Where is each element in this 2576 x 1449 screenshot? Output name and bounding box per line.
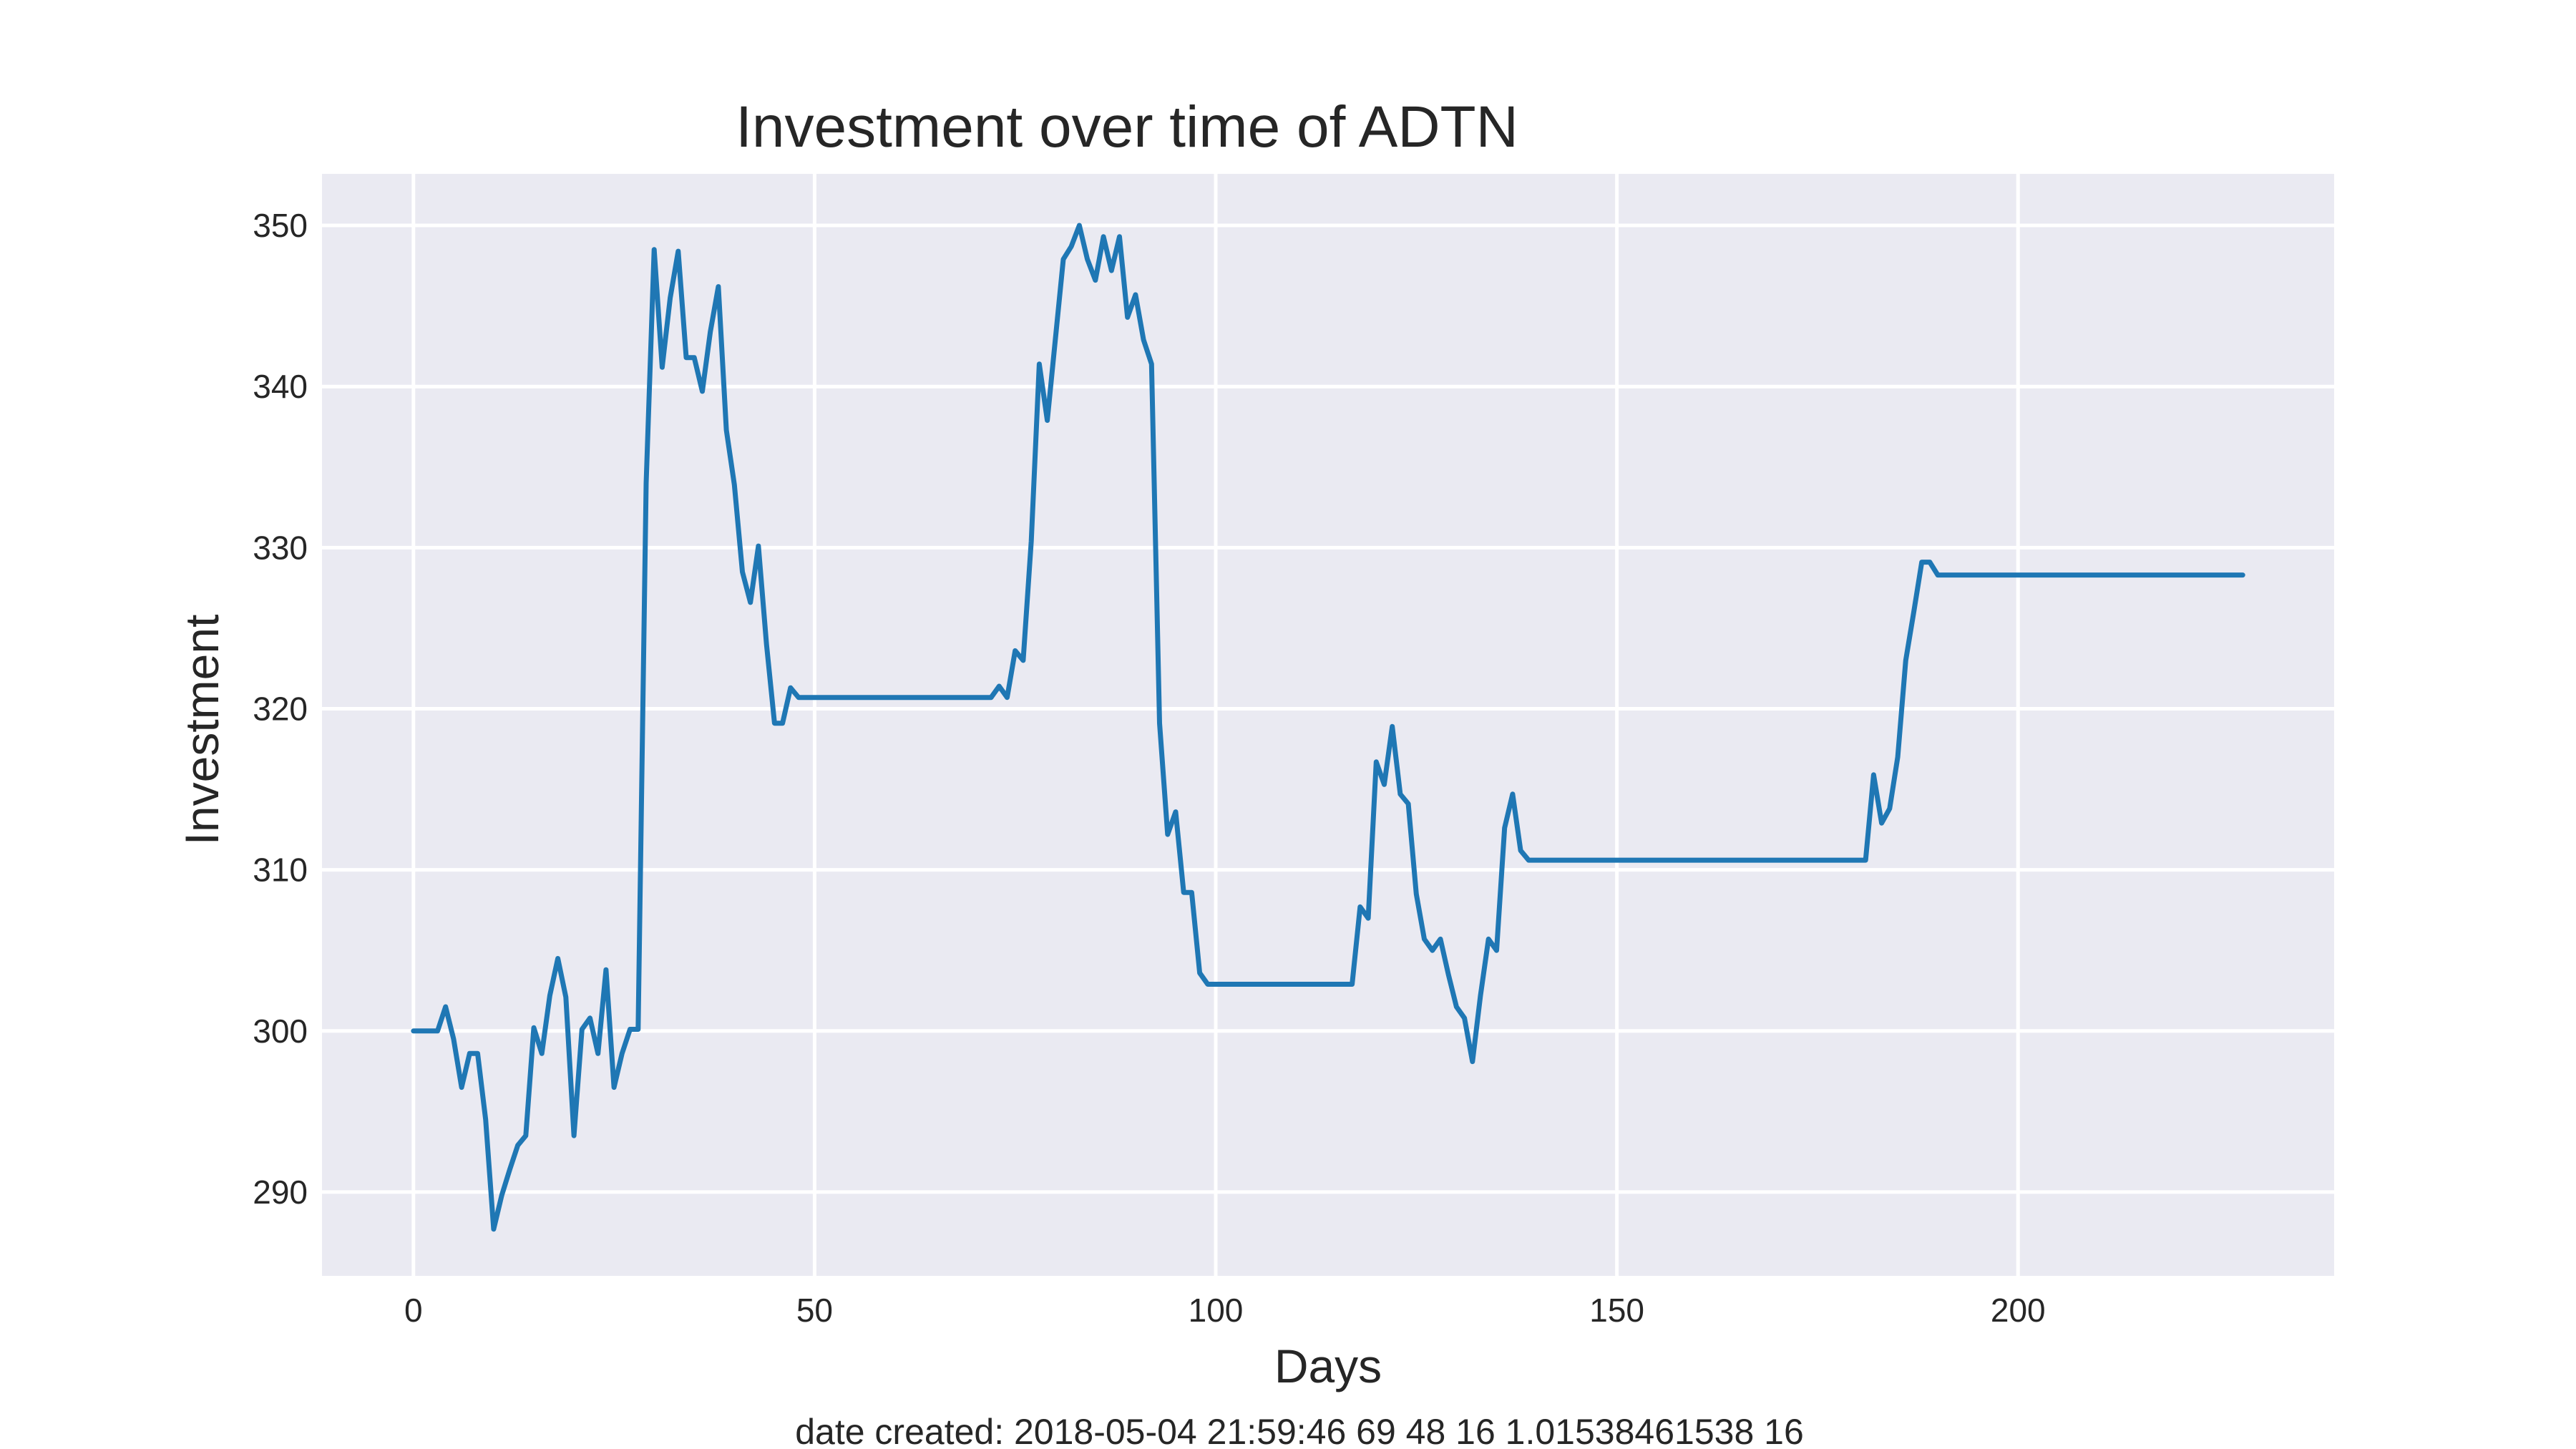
x-tick-label: 0 bbox=[404, 1292, 423, 1329]
date-caption: date created: 2018-05-04 21:59:46 69 48 … bbox=[795, 1412, 1804, 1449]
series-layer bbox=[411, 223, 2245, 1232]
y-tick-label: 320 bbox=[253, 690, 308, 727]
y-tick-label: 310 bbox=[253, 852, 308, 889]
grid-lines bbox=[322, 174, 2334, 1276]
y-axis-label: Investment bbox=[175, 615, 228, 846]
y-tick-label: 300 bbox=[253, 1013, 308, 1050]
x-axis-label: Days bbox=[1274, 1340, 1382, 1392]
y-tick-label: 290 bbox=[253, 1174, 308, 1211]
y-tick-labels: 290 300 310 320 330 340 350 bbox=[253, 207, 308, 1211]
series-line bbox=[411, 223, 2245, 1232]
x-tick-label: 50 bbox=[796, 1292, 833, 1329]
x-tick-label: 200 bbox=[1991, 1292, 2046, 1329]
y-tick-label: 330 bbox=[253, 529, 308, 566]
y-tick-label: 350 bbox=[253, 207, 308, 244]
y-tick-label: 340 bbox=[253, 368, 308, 405]
x-tick-labels: 0 50 100 150 200 bbox=[404, 1292, 2046, 1329]
plot-background bbox=[322, 174, 2334, 1276]
x-tick-label: 150 bbox=[1589, 1292, 1644, 1329]
chart-title: Investment over time of ADTN bbox=[736, 94, 1518, 160]
x-tick-label: 100 bbox=[1189, 1292, 1244, 1329]
